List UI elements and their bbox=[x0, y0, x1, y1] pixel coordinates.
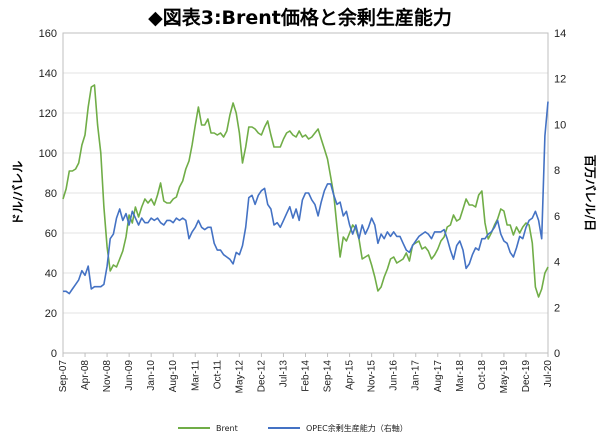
x-tick-label: Mar-18 bbox=[455, 360, 466, 392]
right-tick-label: 0 bbox=[554, 348, 560, 360]
x-tick-label: Jun-16 bbox=[389, 360, 400, 391]
x-tick-label: Apr-15 bbox=[345, 360, 356, 390]
left-tick-label: 80 bbox=[45, 188, 57, 200]
x-tick-label: Jun-09 bbox=[124, 360, 135, 391]
right-y-axis: 0 2 4 6 8 10 12 14 bbox=[554, 28, 566, 360]
left-y-axis: 0 20 40 60 80 100 120 140 160 bbox=[39, 28, 57, 360]
gridlines bbox=[63, 72, 548, 314]
x-tick-label: May-19 bbox=[499, 360, 510, 394]
series-line-opec-spare-capacity bbox=[63, 101, 549, 295]
left-tick-label: 40 bbox=[45, 268, 57, 280]
x-tick-label: Aug-17 bbox=[433, 360, 444, 393]
right-tick-label: 14 bbox=[554, 28, 566, 40]
right-axis-label: 百万バレル/日 bbox=[583, 155, 597, 231]
x-tick-label: Jul-13 bbox=[278, 360, 289, 388]
x-tick-label: Feb-14 bbox=[301, 360, 312, 392]
left-axis-label: ドル/バレル bbox=[11, 161, 25, 225]
x-tick-label: Jul-20 bbox=[543, 360, 554, 388]
x-tick-label: Nov-08 bbox=[102, 360, 113, 393]
x-tick-label: Mar-11 bbox=[190, 360, 201, 391]
legend-label-opec: OPEC余剰生産能力（右軸） bbox=[306, 423, 408, 433]
x-tick-label: Dec-12 bbox=[256, 360, 267, 393]
x-tick-label: Nov-15 bbox=[367, 360, 378, 393]
right-tick-label: 2 bbox=[554, 302, 560, 314]
right-tick-label: 6 bbox=[554, 211, 560, 223]
left-tick-label: 160 bbox=[39, 28, 57, 40]
left-tick-label: 60 bbox=[45, 228, 57, 240]
right-tick-label: 8 bbox=[554, 165, 560, 177]
x-tick-label: Oct-11 bbox=[212, 360, 223, 390]
left-tick-label: 120 bbox=[39, 108, 57, 120]
x-tick-label: May-12 bbox=[234, 360, 245, 394]
left-tick-label: 20 bbox=[45, 308, 57, 320]
x-tick-label: Jan-17 bbox=[411, 360, 422, 391]
x-axis: Sep-07 Apr-08 Nov-08 Jun-09 Jan-10 Aug-10 Mar-… bbox=[58, 353, 554, 393]
x-tick-label: Apr-08 bbox=[80, 360, 91, 390]
right-tick-label: 12 bbox=[554, 74, 566, 86]
x-tick-label: Sep-07 bbox=[58, 360, 69, 393]
right-tick-label: 10 bbox=[554, 119, 566, 131]
left-tick-label: 100 bbox=[39, 148, 57, 160]
x-tick-label: Sep-14 bbox=[323, 360, 334, 393]
x-tick-label: Dec-19 bbox=[521, 360, 532, 393]
left-tick-label: 0 bbox=[51, 348, 57, 360]
x-tick-label: Oct-18 bbox=[477, 360, 488, 390]
x-tick-label: Jan-10 bbox=[146, 360, 157, 391]
x-tick-label: Aug-10 bbox=[168, 360, 179, 393]
left-tick-label: 140 bbox=[39, 68, 57, 80]
legend-label-brent: Brent bbox=[216, 424, 238, 433]
legend: Brent OPEC余剰生産能力（右軸） bbox=[178, 423, 408, 433]
series-line-brent bbox=[62, 84, 549, 298]
right-tick-label: 4 bbox=[554, 257, 560, 269]
chart-title: ◆図表3:Brent価格と余剰生産能力 bbox=[148, 6, 452, 29]
series-layer bbox=[62, 84, 549, 298]
